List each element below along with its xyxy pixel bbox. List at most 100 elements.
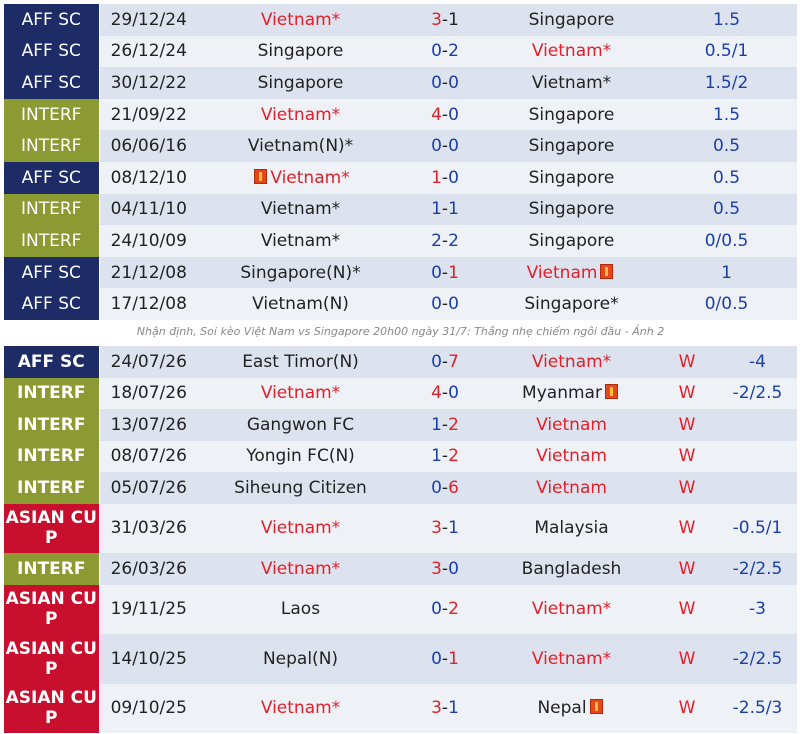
handicap-odds: 0.5 [656,161,797,194]
competition-badge: AFF SC [4,67,100,99]
score-separator: - [441,446,449,467]
score-separator: - [441,262,449,283]
match-date: 30/12/22 [99,67,198,99]
match-date: 04/11/10 [99,193,198,226]
match-date: 05/07/26 [99,472,198,504]
home-team-name: East Timor(N) [242,351,359,372]
match-date: 18/07/26 [99,377,198,409]
handicap-odds [718,409,797,441]
home-team-cell: Vietnam* [198,193,403,226]
home-team-name: Gangwon FC [246,414,355,435]
score-cell: 3-0 [403,553,487,585]
home-team-name: Singapore [257,72,344,93]
score-away: 1 [448,648,459,669]
table-row: AFF SC 29/12/24 Vietnam* 3-1 Singapore 1.5 [4,4,797,36]
red-card-flag-icon [600,263,614,279]
score-separator: - [441,230,449,251]
image-caption: Nhận định, Soi kèo Việt Nam vs Singapore… [136,325,665,338]
table-row: ASIAN CUP 19/11/25 Laos 0-2 Vietnam* W -3 [4,584,797,634]
away-team-cell: Vietnam* [487,35,656,68]
competition-badge: ASIAN CUP [4,683,100,733]
score-cell: 3-1 [403,503,487,553]
competition-badge: ASIAN CUP [4,503,100,553]
away-team-cell: Vietnam* [487,346,656,378]
score-cell: 1-1 [403,193,487,226]
score-away: 1 [448,199,459,220]
home-team-name: Siheung Citizen [234,477,367,498]
red-card-flag-icon [604,384,618,400]
match-date: 21/09/22 [99,98,198,131]
table-row: ASIAN CUP 09/10/25 Vietnam* 3-1 Nepal W -2.5/3 [4,683,797,733]
match-date: 08/07/26 [99,440,198,472]
home-team-cell: Vietnam* [198,225,403,257]
home-team-cell: Singapore(N)* [198,256,403,289]
red-card-flag-icon [254,168,268,184]
competition-badge: AFF SC [4,4,100,36]
away-team-cell: Singapore [487,161,656,194]
home-team-cell: Vietnam* [198,4,403,36]
score-home: 4 [431,104,442,125]
handicap-odds: -2/2.5 [718,553,797,585]
match-date: 09/10/25 [99,683,198,733]
table-row: INTERF 13/07/26 Gangwon FC 1-2 Vietnam W [4,409,797,441]
table-row: INTERF 24/10/09 Vietnam* 2-2 Singapore 0/0.5 [4,225,797,257]
table-row: INTERF 05/07/26 Siheung Citizen 0-6 Vietnam W [4,472,797,504]
away-team-name: Singapore [528,9,615,30]
home-team-name: Vietnam* [260,383,341,404]
score-home: 0 [431,41,442,62]
score-away: 1 [448,518,459,539]
away-team-name: Singapore [528,104,615,125]
score-separator: - [441,9,449,30]
score-separator: - [441,477,449,498]
away-team-name: Vietnam* [531,599,612,620]
home-team-name: Singapore [257,41,344,62]
score-away: 1 [448,698,459,719]
home-team-cell: Vietnam* [198,503,403,553]
competition-badge: INTERF [4,193,100,226]
home-team-name: Vietnam(N)* [247,136,354,157]
score-separator: - [441,558,449,579]
score-home: 1 [431,446,442,467]
match-result: W [656,409,718,441]
away-team-name: Singapore [528,167,615,188]
home-team-name: Vietnam* [260,558,341,579]
away-team-cell: Singapore [487,130,656,162]
away-team-cell: Vietnam [487,440,656,472]
recent-form-table: AFF SC 24/07/26 East Timor(N) 0-7 Vietnam* W -… [4,346,798,733]
match-date: 06/06/16 [99,130,198,162]
score-home: 0 [431,72,442,93]
away-team-name: Malaysia [534,518,609,539]
score-cell: 3-1 [403,4,487,36]
score-separator: - [441,41,449,62]
match-date: 21/12/08 [99,256,198,289]
score-separator: - [441,294,449,315]
handicap-odds [718,472,797,504]
score-cell: 0-1 [403,256,487,289]
score-separator: - [441,599,449,620]
score-away: 2 [448,41,459,62]
home-team-cell: Singapore [198,67,403,99]
away-team-cell: Singapore [487,193,656,226]
away-team-cell: Vietnam [487,472,656,504]
table-row: INTERF 18/07/26 Vietnam* 4-0 Myanmar W -2/2.5 [4,377,797,409]
score-separator: - [441,648,449,669]
table-row: INTERF 06/06/16 Vietnam(N)* 0-0 Singapore 0.5 [4,130,797,162]
table-row: AFF SC 26/12/24 Singapore 0-2 Vietnam* 0.5/1 [4,35,797,68]
score-cell: 0-0 [403,288,487,320]
handicap-odds: 1.5 [656,4,797,36]
away-team-name: Vietnam [536,414,607,435]
away-team-name: Singapore [528,230,615,251]
score-cell: 0-0 [403,67,487,99]
score-away: 0 [448,294,459,315]
handicap-odds: 1 [656,256,797,289]
score-separator: - [441,414,449,435]
score-cell: 2-2 [403,225,487,257]
table-row: AFF SC 21/12/08 Singapore(N)* 0-1 Vietnam 1 [4,256,797,289]
away-team-cell: Singapore* [487,288,656,320]
competition-badge: INTERF [4,472,100,504]
home-team-name: Vietnam* [260,518,341,539]
match-result: W [656,503,718,553]
match-result: W [656,440,718,472]
competition-badge: AFF SC [4,256,100,289]
away-team-cell: Nepal [487,683,656,733]
